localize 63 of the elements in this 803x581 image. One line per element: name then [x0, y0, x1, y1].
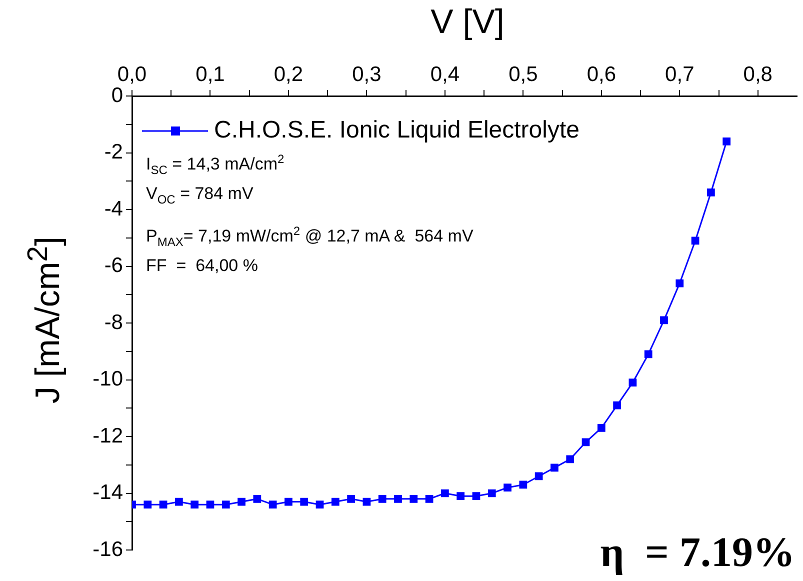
point: [691, 236, 700, 245]
point: [644, 350, 652, 358]
point: [316, 500, 324, 509]
point: [347, 494, 355, 503]
point: [394, 494, 402, 503]
point: [597, 424, 606, 432]
point: [566, 455, 574, 464]
x-tick-label: 0,2: [274, 63, 304, 86]
point: [238, 498, 246, 506]
point: [613, 401, 621, 410]
point: [628, 378, 637, 387]
x-tick-label: 0,4: [430, 63, 460, 86]
y-tick-label: -8: [104, 310, 123, 334]
legend-label: C.H.O.S.E. Ionic Liquid Electrolyte: [214, 116, 580, 144]
point: [504, 484, 512, 492]
point: [472, 492, 480, 500]
annotation: FF = 64,00 %: [146, 255, 259, 278]
point: [378, 494, 386, 503]
point: [206, 500, 214, 509]
x-tick-label: 0,3: [352, 63, 382, 86]
point: [144, 500, 152, 509]
x-axis-title: V [V]: [430, 2, 506, 42]
point: [676, 279, 684, 288]
x-tick-label: 0,8: [743, 63, 772, 86]
point: [300, 498, 308, 506]
annotation: η = 7.19%: [600, 529, 795, 577]
point: [456, 492, 465, 500]
point: [722, 137, 731, 146]
point: [488, 489, 496, 498]
point: [253, 494, 262, 503]
point: [410, 494, 418, 503]
point: [268, 500, 277, 509]
point: [331, 498, 340, 506]
y-tick-label: -14: [92, 481, 124, 504]
x-tick-label: 0,5: [508, 63, 538, 86]
point: [222, 500, 230, 509]
point: [534, 472, 543, 480]
point: [425, 494, 434, 503]
annotation: I$_{SC}$ = 14,3 mA/cm$^{2}$: [146, 151, 286, 180]
y-tick-label: -16: [92, 538, 123, 561]
y-tick-label: -2: [104, 140, 123, 164]
x-tick-label: 0,0: [117, 63, 147, 86]
y-tick-label: -10: [92, 368, 123, 391]
point: [707, 188, 715, 196]
point: [550, 464, 558, 472]
y-tick-label: -4: [104, 197, 124, 220]
annotation: V$_{OC}$ = 784 mV: [146, 183, 254, 208]
point: [284, 498, 292, 506]
x-tick-label: 0,1: [196, 63, 225, 86]
x-tick-label: 0,7: [665, 63, 694, 86]
point: [190, 500, 199, 509]
x-tick-label: 0,6: [586, 63, 616, 86]
y-tick-label: -12: [92, 424, 123, 448]
point: [660, 316, 668, 324]
point: [582, 438, 590, 446]
point: [441, 489, 449, 498]
annotation: P$_{MAX}$= 7,19 mW/cm$^{2}$ @ 12,7 mA & 564 mV: [146, 223, 474, 252]
point: [159, 500, 168, 509]
y-tick-label: -6: [104, 254, 123, 278]
point: [362, 498, 371, 506]
point: [519, 480, 528, 489]
point: [175, 498, 183, 506]
y-tick-label: 0: [111, 84, 123, 107]
